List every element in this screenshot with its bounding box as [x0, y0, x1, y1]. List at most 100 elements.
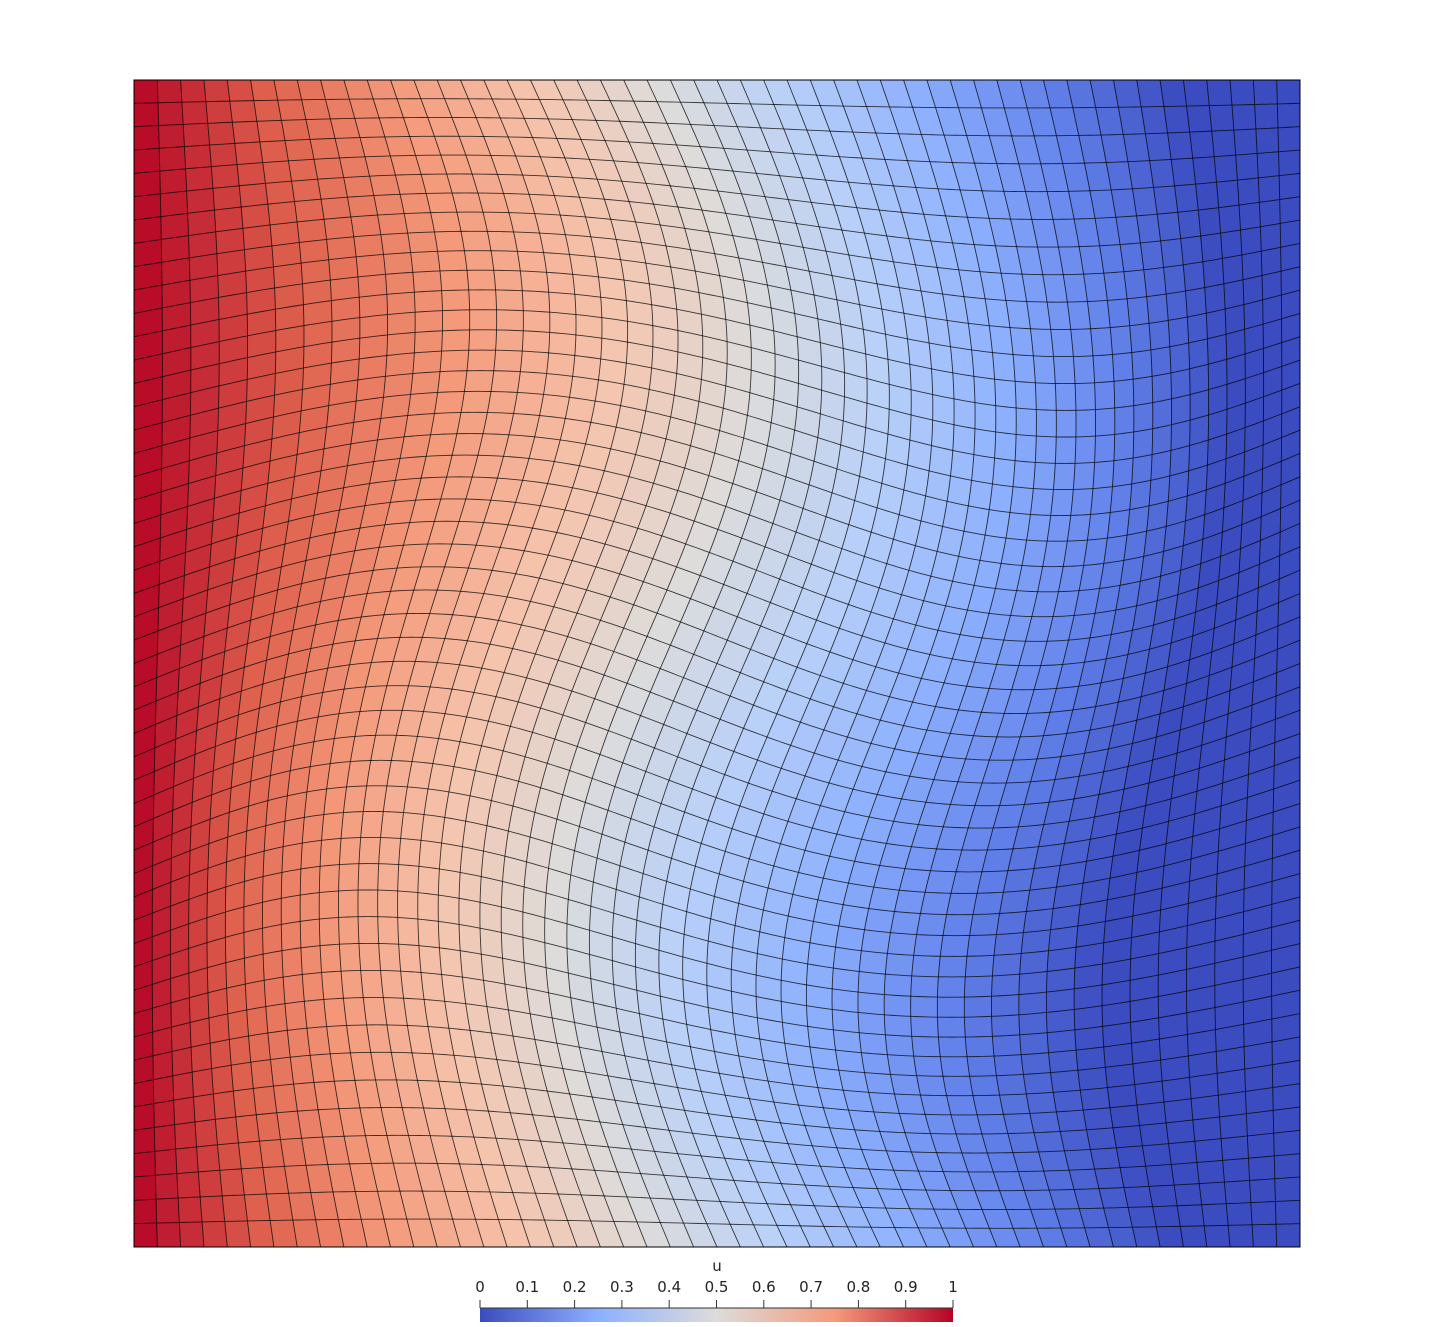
mesh-cell [296, 218, 327, 243]
mesh-cell [303, 788, 328, 818]
mesh-cell [228, 1035, 252, 1066]
mesh-cell [1227, 1224, 1254, 1247]
mesh-cell [430, 211, 462, 233]
mesh-cell [189, 1017, 211, 1048]
mesh-cell [1260, 246, 1282, 276]
mesh-cell [1216, 179, 1240, 208]
mesh-cell [400, 812, 425, 841]
mesh-cell [835, 1049, 865, 1073]
mesh-cell [262, 846, 284, 877]
mesh-line-horizontal [134, 211, 1300, 276]
mesh-cell [546, 271, 576, 295]
mesh-grid [134, 80, 1300, 1247]
mesh-cell [916, 913, 947, 936]
mesh-cell [1131, 454, 1153, 485]
mesh-cell [1059, 1129, 1091, 1152]
mesh-cell [456, 211, 488, 232]
mesh-cell [442, 309, 470, 332]
mesh-line-horizontal [134, 916, 1300, 1018]
mesh-line-horizontal [134, 476, 1300, 618]
mesh-cell [1113, 431, 1135, 461]
mesh-cell [1034, 382, 1057, 411]
mesh-cell [1170, 157, 1196, 187]
mesh-line-horizontal [134, 192, 1300, 248]
mesh-cell [569, 254, 599, 278]
mesh-cell [250, 1059, 274, 1089]
mesh-cell [177, 1196, 203, 1223]
mesh-cell [466, 269, 496, 291]
mesh-cell [916, 1075, 947, 1096]
mesh-cell [253, 1085, 278, 1116]
mesh-cell [946, 475, 972, 507]
mesh-cell [185, 166, 214, 192]
mesh-cell [1079, 1087, 1111, 1111]
mesh-cell [301, 814, 325, 844]
mesh-cell [134, 80, 159, 104]
mesh-cell [439, 349, 470, 372]
mesh-cell [420, 972, 446, 1002]
mesh-cell [1089, 1147, 1121, 1170]
mesh-line-horizontal [134, 309, 1300, 411]
mesh-cell [1177, 209, 1201, 239]
mesh-cell [966, 934, 997, 957]
mesh-cell [328, 256, 359, 281]
mesh-line-horizontal [134, 709, 1300, 851]
mesh-line-horizontal [134, 889, 1300, 998]
mesh-cell [490, 370, 521, 393]
mesh-cell [1173, 1183, 1203, 1207]
mesh-cell [377, 889, 399, 918]
mesh-cell [1146, 293, 1169, 324]
mesh-cell [229, 100, 258, 123]
mesh-cell [359, 314, 388, 339]
mesh-cell [281, 947, 303, 978]
mesh-cell [217, 1142, 242, 1171]
mesh-cell [860, 929, 891, 954]
colorbar-tick-label: 0.4 [657, 1278, 682, 1296]
mesh-cell [1152, 398, 1172, 430]
mesh-cell [323, 997, 347, 1027]
mesh-line-horizontal [134, 836, 1300, 957]
mesh-line-horizontal [134, 117, 1300, 137]
mesh-cell [184, 144, 212, 170]
mesh-cell [1103, 1042, 1134, 1068]
mesh-cell [885, 1034, 915, 1057]
mesh-cell [269, 221, 300, 247]
mesh-cell [343, 785, 368, 813]
mesh-line-horizontal [134, 543, 1300, 691]
mesh-cell [1161, 1077, 1192, 1103]
mesh-cell [988, 325, 1014, 355]
mesh-cell [414, 310, 443, 333]
mesh-cell [407, 231, 438, 253]
mesh-cell [1136, 1101, 1167, 1126]
mesh-cell [194, 1119, 218, 1148]
mesh-cell [203, 80, 231, 102]
mesh-cell [460, 231, 492, 252]
mesh-cell [134, 1127, 156, 1154]
mesh-cell [1054, 383, 1077, 411]
mesh-cell [894, 889, 926, 914]
mesh-cell [1127, 1206, 1157, 1228]
mesh-cell [495, 329, 524, 352]
mesh-cell [1070, 328, 1094, 357]
mesh-cell [1109, 325, 1133, 355]
mesh-line-horizontal [134, 173, 1300, 220]
mesh-cell [1094, 1167, 1125, 1189]
mesh-cell [320, 196, 352, 220]
mesh-cell [1195, 181, 1219, 211]
mesh-cell [522, 310, 551, 333]
mesh-cell [920, 1094, 952, 1116]
mesh-cell [999, 889, 1031, 914]
mesh-cell [976, 1114, 1009, 1135]
mesh-cell [1203, 1225, 1231, 1247]
mesh-cell [1104, 1063, 1136, 1088]
mesh-cell [319, 838, 342, 867]
mesh-cell [1112, 1125, 1143, 1149]
colorbar-tick-label: 0.8 [846, 1278, 871, 1296]
mesh-cell [1087, 512, 1111, 541]
mesh-cell [134, 1103, 155, 1131]
mesh-cell [1109, 1104, 1140, 1129]
mesh-cell [441, 817, 467, 848]
mesh-cell [273, 80, 302, 101]
mesh-cell [300, 259, 331, 285]
mesh-line-horizontal [134, 250, 1300, 330]
